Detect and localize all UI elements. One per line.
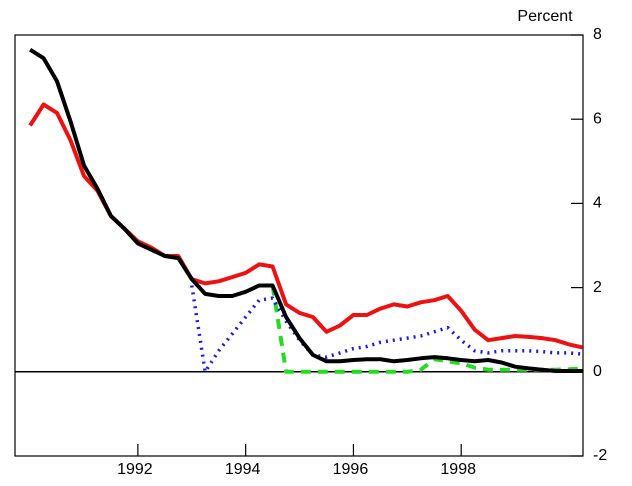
x-tick-label: 1996 (333, 461, 369, 478)
x-tick-label: 1992 (117, 461, 153, 478)
x-tick-label: 1998 (440, 461, 476, 478)
series-line (190, 285, 583, 374)
plot-frame (14, 34, 584, 457)
series-line (29, 48, 583, 373)
y-tick-label: -2 (593, 447, 607, 464)
series-line (270, 285, 583, 374)
y-tick-label: 0 (593, 363, 602, 380)
y-tick-label: 6 (593, 110, 602, 127)
y-tick-label: 4 (593, 195, 602, 212)
x-tick-label: 1994 (225, 461, 261, 478)
y-axis-label: Percent (517, 8, 573, 25)
y-tick-label: 8 (593, 26, 602, 43)
series-line (28, 102, 583, 350)
y-tick-label: 2 (593, 279, 602, 296)
